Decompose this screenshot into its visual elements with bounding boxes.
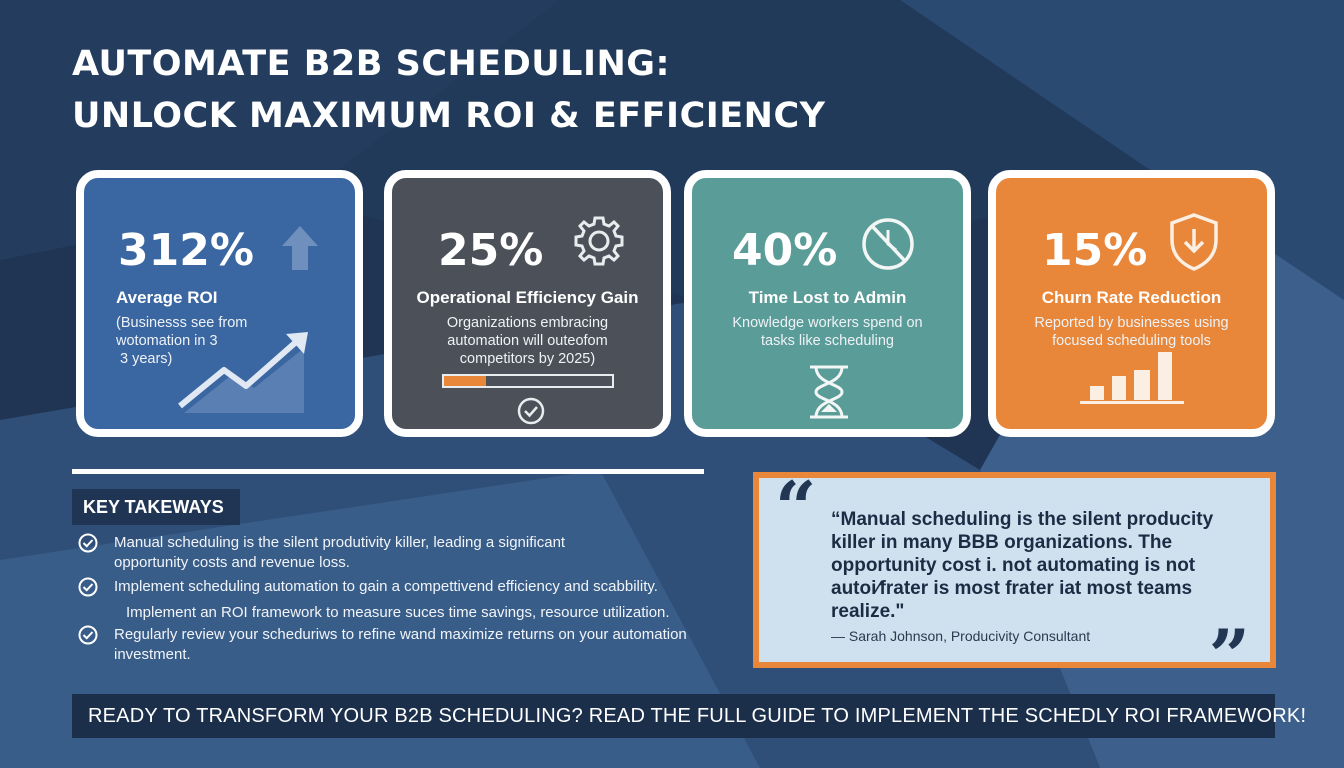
bar-chart-icon [1080, 352, 1184, 404]
stat-card-churn: 15% Churn Rate Reduction Reported by bus… [988, 170, 1275, 437]
takeaways-list: Manual scheduling is the silent produtiv… [76, 533, 716, 665]
stat-description: Organizations embracing automation will … [446, 315, 609, 367]
gear-icon [574, 216, 624, 266]
stat-label: Time Lost to Admin [748, 288, 907, 307]
title-line-2: UNLOCK MAXIMUM ROI & EFFICIENCY [72, 96, 826, 136]
section-divider [72, 469, 704, 474]
quote-text: “Manual scheduling is the silent produci… [831, 509, 1214, 622]
check-circle-icon [78, 625, 98, 645]
open-quote-icon: “ [775, 465, 817, 550]
shield-down-icon [1170, 213, 1218, 271]
check-circle-icon [517, 397, 545, 425]
stat-label: Churn Rate Reduction [1041, 288, 1222, 307]
quote-attribution: — Sarah Johnson, Producivity Consultant [831, 628, 1091, 644]
stat-description: Reported by businesses using focused sch… [1034, 315, 1229, 349]
stat-card-admin-time: 40% Time Lost to Admin Knowledge workers… [684, 170, 971, 437]
hourglass-icon [810, 365, 848, 419]
takeaways-heading: KEY TAKEWAYS [72, 489, 240, 525]
no-time-icon [862, 218, 914, 270]
stat-label: Average ROI [116, 288, 218, 307]
stat-card-roi: 312% Average ROI (Businesss see from wot… [76, 170, 363, 437]
stat-description: (Businesss see from wotomation in 3 3 ye… [116, 315, 248, 367]
stat-description: Knowledge workers spend on tasks like sc… [732, 315, 923, 349]
stat-value: 25% [438, 225, 544, 276]
cta-banner[interactable]: READY TO TRANSFORM YOUR B2B SCHEDULING? … [72, 694, 1306, 738]
arrow-up-icon [282, 226, 318, 270]
stat-value: 15% [1042, 225, 1148, 276]
takeaway-item: Implement an ROI framework to measure su… [126, 604, 670, 621]
takeaway-item: Manual scheduling is the silent produtiv… [76, 533, 716, 573]
takeaway-item: Regularly review your scheduriws to refi… [76, 625, 716, 665]
stat-label: Operational Efficiency Gain [416, 288, 639, 307]
check-circle-icon [78, 533, 98, 553]
efficiency-progress-bar [442, 374, 614, 388]
trend-chart-icon [178, 332, 308, 413]
testimonial-quote: “ “Manual scheduling is the silent produ… [753, 465, 1276, 692]
page-title: AUTOMATE B2B SCHEDULING: UNLOCK MAXIMUM … [72, 38, 826, 142]
close-quote-icon: ” [1208, 613, 1250, 698]
cta-text[interactable]: READY TO TRANSFORM YOUR B2B SCHEDULING? … [88, 704, 1307, 727]
title-line-1: AUTOMATE B2B SCHEDULING: [72, 44, 671, 84]
stat-value: 312% [118, 225, 254, 276]
stat-value: 40% [732, 225, 838, 276]
check-circle-icon [78, 577, 98, 597]
takeaway-item: Implement scheduling automation to gain … [76, 577, 716, 597]
stat-card-efficiency: 25% Operational Efficiency Gain Organiza… [384, 170, 671, 437]
progress-fill [444, 376, 486, 386]
